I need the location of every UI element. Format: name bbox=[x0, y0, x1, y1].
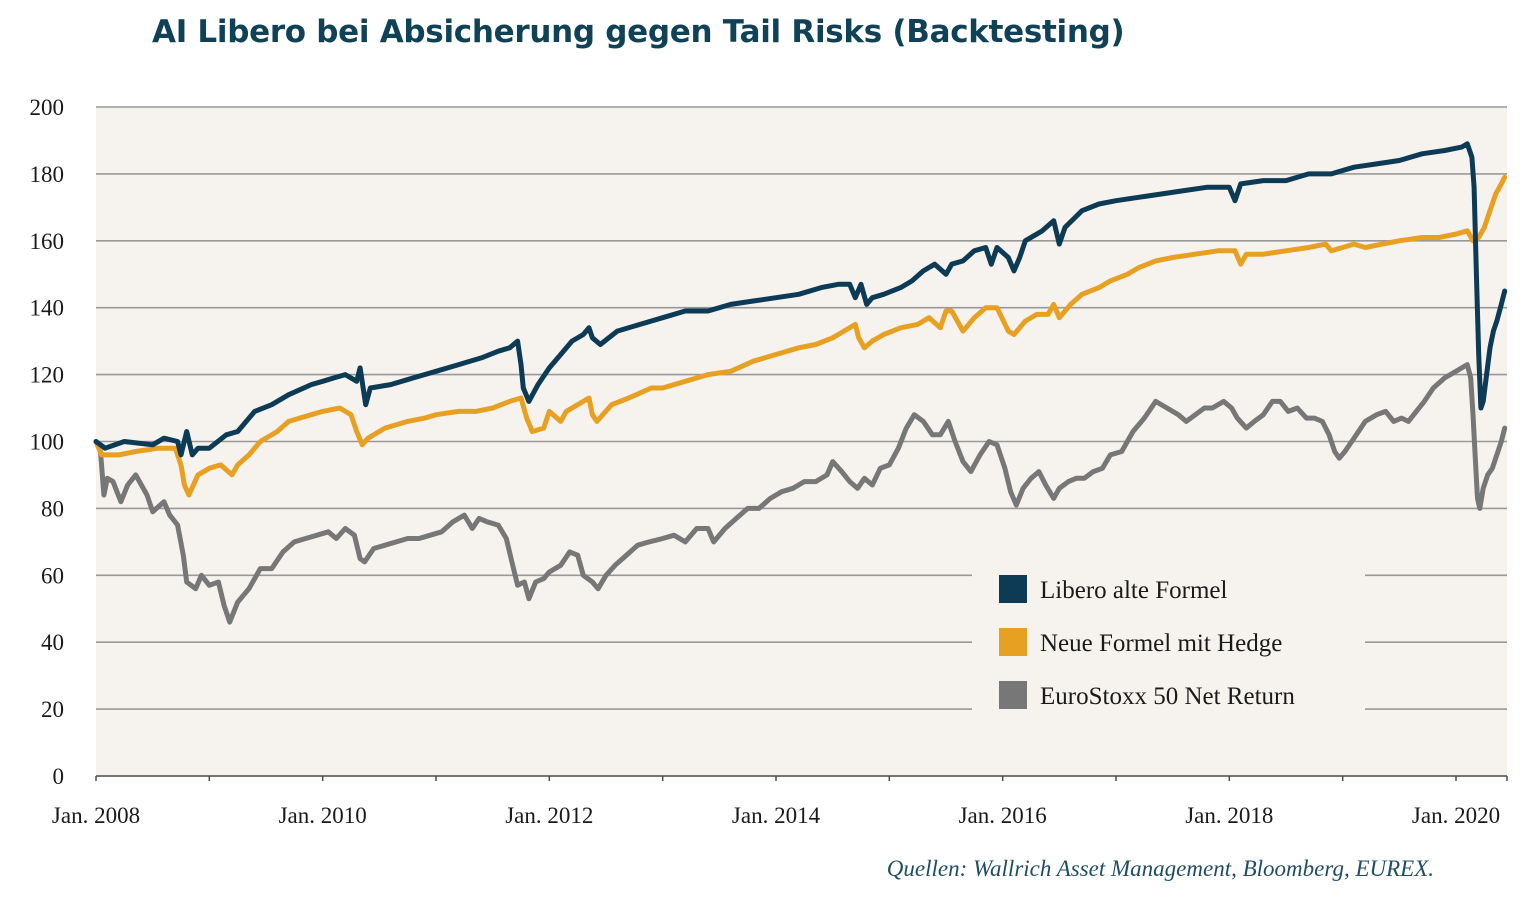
series-lines bbox=[93, 141, 1508, 625]
y-tick-label: 140 bbox=[30, 296, 65, 321]
legend-background bbox=[972, 560, 1365, 720]
x-tick-label: Jan. 2016 bbox=[959, 803, 1047, 828]
y-tick-label: 40 bbox=[41, 630, 64, 655]
x-tick-label: Jan. 2010 bbox=[279, 803, 367, 828]
y-tick-label: 0 bbox=[53, 764, 65, 789]
source-note: Quellen: Wallrich Asset Management, Bloo… bbox=[886, 856, 1434, 881]
y-tick-label: 120 bbox=[30, 363, 65, 388]
legend-label: Neue Formel mit Hedge bbox=[1040, 630, 1282, 657]
y-tick-label: 180 bbox=[30, 162, 65, 187]
y-tick-label: 160 bbox=[30, 229, 65, 254]
legend-swatch bbox=[999, 628, 1027, 656]
axes: 0 20 40 60 80 100 120 140 160 180 200 Jan. 2008 Jan.… bbox=[30, 95, 1508, 828]
legend-label: Libero alte Formel bbox=[1040, 577, 1227, 604]
x-tick-label: Jan. 2008 bbox=[52, 803, 140, 828]
y-tick-label: 200 bbox=[30, 95, 65, 120]
x-tick-label: Jan. 2012 bbox=[505, 803, 593, 828]
series-line-libero-alte-formel bbox=[93, 141, 1508, 458]
x-tick-label: Jan. 2014 bbox=[732, 803, 821, 828]
series-line-eurostoxx-50-net-return bbox=[93, 362, 1508, 625]
gridlines bbox=[96, 106, 1507, 710]
legend-swatch bbox=[999, 575, 1027, 603]
x-tick-label: Jan. 2018 bbox=[1185, 803, 1273, 828]
y-tick-label: 60 bbox=[41, 563, 64, 588]
series-line-neue-formel-mit-hedge bbox=[93, 174, 1508, 498]
y-tick-label: 100 bbox=[30, 430, 65, 455]
x-tick-label: Jan. 2020 bbox=[1412, 803, 1500, 828]
chart-title: AI Libero bei Absicherung gegen Tail Ris… bbox=[152, 14, 1125, 50]
legend-swatch bbox=[999, 681, 1027, 709]
y-tick-label: 80 bbox=[41, 496, 64, 521]
legend-label: EuroStoxx 50 Net Return bbox=[1040, 683, 1295, 710]
y-tick-label: 20 bbox=[41, 697, 64, 722]
legend: Libero alte Formel Neue Formel mit Hedge E… bbox=[972, 560, 1365, 720]
